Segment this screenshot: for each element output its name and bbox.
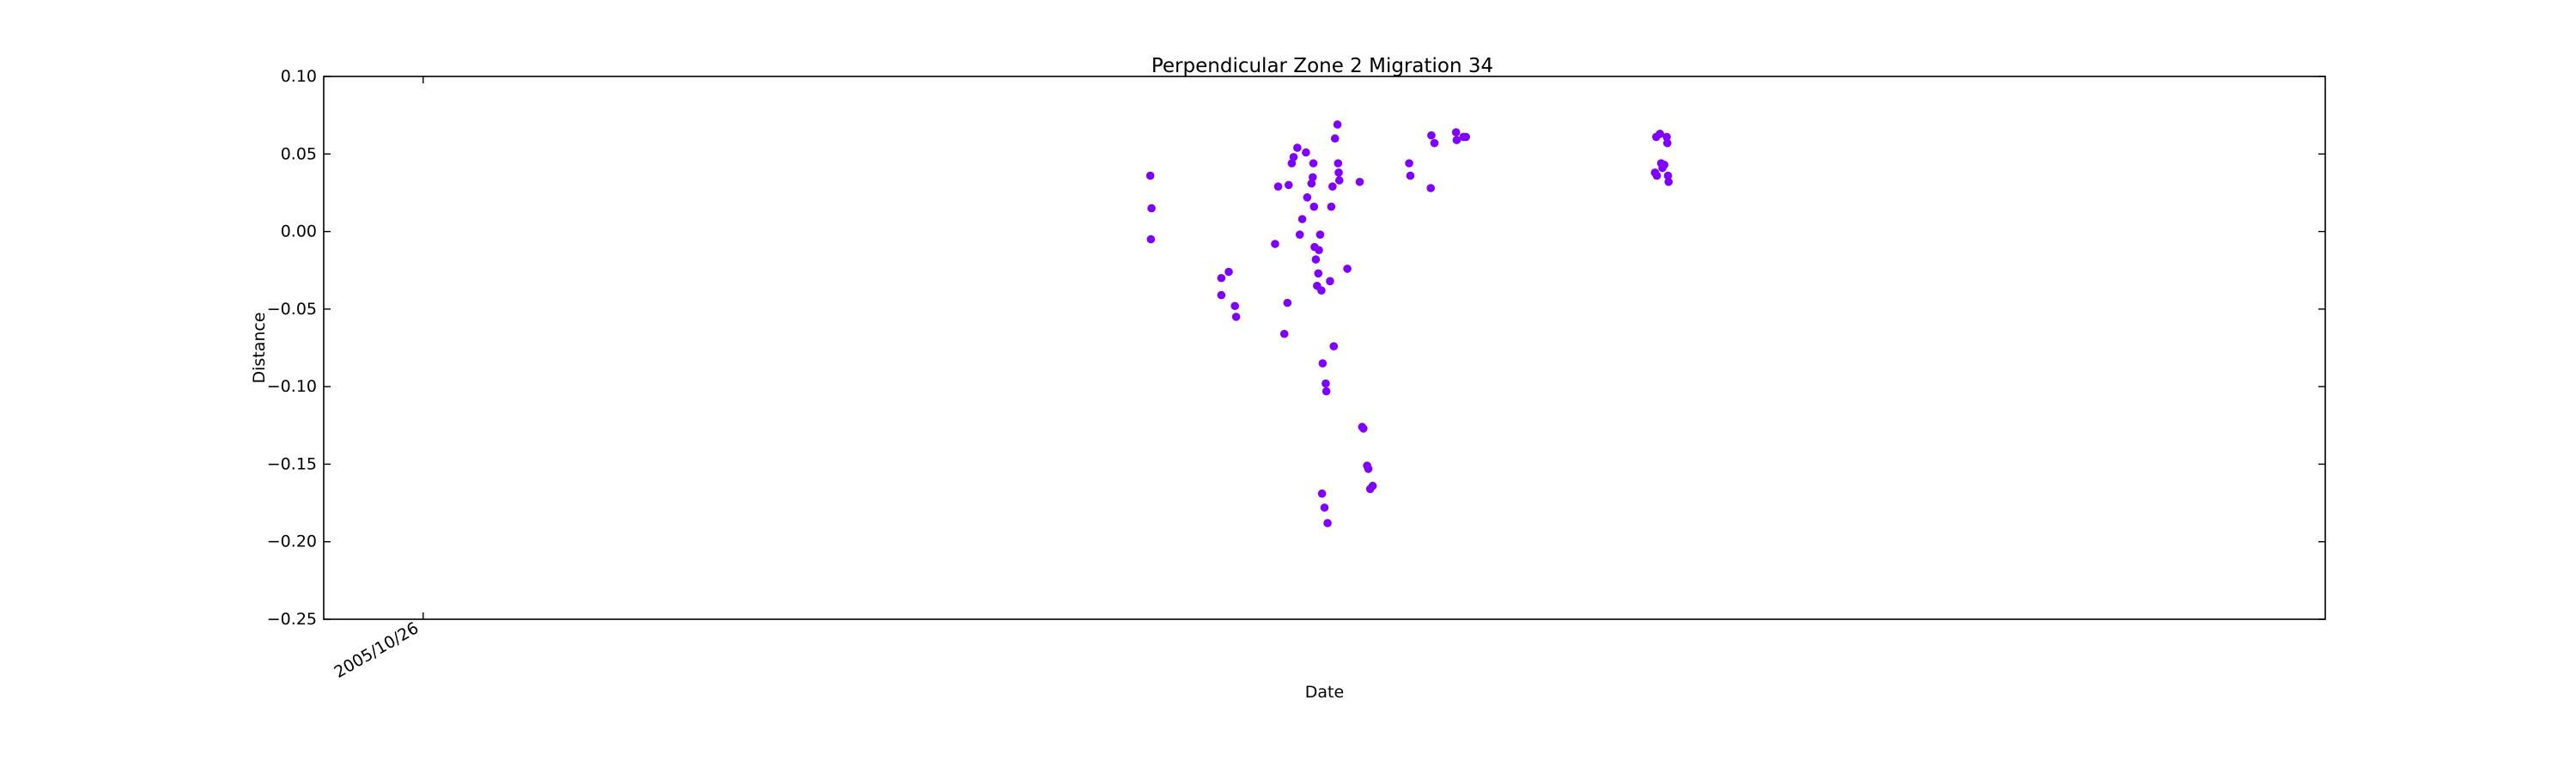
- data-point: [1426, 184, 1436, 192]
- y-tick-label: −0.05: [267, 300, 317, 319]
- data-point: [1334, 176, 1344, 185]
- data-point: [1323, 519, 1332, 527]
- data-point: [1279, 329, 1289, 338]
- data-point: [1461, 132, 1471, 142]
- data-point: [1664, 177, 1674, 186]
- data-point: [1217, 290, 1226, 300]
- data-point: [1334, 159, 1343, 167]
- y-axis-title: Distance: [250, 312, 269, 383]
- x-axis-title: Date: [1305, 683, 1344, 702]
- data-point: [1309, 159, 1318, 167]
- data-point: [1327, 202, 1336, 211]
- data-point: [1330, 134, 1340, 143]
- data-point: [1334, 168, 1343, 177]
- data-point: [1295, 230, 1304, 239]
- data-point: [1660, 161, 1668, 169]
- data-point: [1307, 179, 1316, 188]
- y-tick-label: −0.10: [267, 377, 317, 396]
- data-point: [1333, 120, 1342, 129]
- data-point: [1224, 267, 1233, 277]
- data-point: [1273, 182, 1283, 192]
- data-point: [1314, 269, 1323, 278]
- data-point: [1652, 171, 1662, 180]
- data-point: [1146, 234, 1156, 244]
- data-point: [1355, 177, 1364, 186]
- data-point: [1343, 265, 1352, 273]
- data-point: [1321, 379, 1330, 388]
- y-axis: 0.10 0.05 0.00 −0.05 −0.10 −0.15 −0.20 −0.25: [267, 67, 2325, 629]
- data-point: [1328, 182, 1337, 192]
- data-point: [1284, 180, 1293, 190]
- data-point: [1451, 128, 1461, 137]
- data-point: [1321, 386, 1331, 396]
- data-point: [1302, 148, 1310, 157]
- data-point: [1320, 503, 1329, 512]
- data-point: [1311, 255, 1321, 264]
- data-point: [1317, 489, 1327, 498]
- data-point: [1283, 298, 1292, 307]
- data-point: [1271, 240, 1279, 248]
- data-point: [1656, 130, 1664, 138]
- data-point: [1427, 131, 1436, 140]
- data-point: [1147, 204, 1156, 213]
- data-point: [1662, 138, 1672, 148]
- data-point: [1406, 171, 1415, 180]
- chart-title: Perpendicular Zone 2 Migration 34: [1151, 55, 1493, 77]
- data-point: [1297, 215, 1307, 223]
- y-tick-label: −0.15: [267, 454, 317, 473]
- data-point: [1317, 286, 1326, 295]
- y-tick-label: 0.00: [281, 222, 317, 241]
- data-point: [1326, 277, 1334, 286]
- data-point: [1230, 301, 1239, 311]
- data-point: [1231, 313, 1241, 321]
- data-point: [1430, 138, 1439, 148]
- data-point: [1452, 136, 1461, 144]
- y-tick-label: 0.10: [281, 67, 317, 86]
- data-point: [1364, 465, 1373, 473]
- data-point: [1405, 159, 1413, 167]
- data-point: [1293, 143, 1302, 152]
- data-point: [1368, 481, 1377, 490]
- y-tick-label: −0.20: [267, 533, 317, 551]
- data-points: [1145, 120, 1674, 527]
- data-point: [1315, 246, 1323, 255]
- data-point: [1309, 202, 1319, 211]
- data-point: [1217, 273, 1226, 283]
- data-point: [1329, 342, 1339, 350]
- data-point: [1359, 424, 1368, 433]
- data-point: [1289, 153, 1298, 161]
- y-tick-label: 0.05: [281, 144, 317, 163]
- data-point: [1303, 193, 1312, 202]
- data-point: [1315, 230, 1325, 239]
- data-point: [1318, 359, 1327, 368]
- data-point: [1662, 132, 1671, 142]
- plot-area-frame: [323, 76, 2326, 620]
- data-point: [1287, 159, 1297, 167]
- data-point: [1663, 171, 1673, 180]
- data-point: [1145, 171, 1155, 180]
- y-tick-label: −0.25: [267, 610, 317, 629]
- data-point: [1309, 173, 1317, 182]
